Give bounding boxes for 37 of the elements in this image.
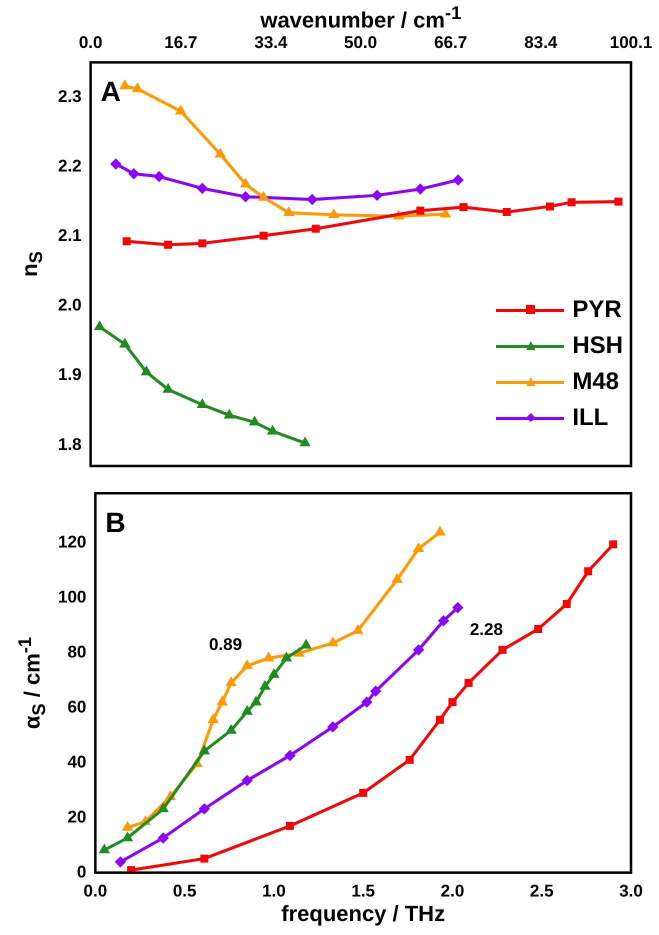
- x2-tick-label: 100.1: [610, 32, 652, 52]
- x2-tick-label: 0.0: [78, 32, 102, 52]
- annotation: A: [100, 76, 121, 108]
- x-tick-label: 1.0: [262, 881, 286, 900]
- annotation: 0.89: [208, 634, 242, 655]
- x2-tick-label: 66.7: [434, 32, 468, 52]
- y-tick-label: 120: [58, 532, 86, 552]
- x-tick-label: 3.0: [619, 881, 643, 900]
- y-tick-label: 0: [76, 862, 86, 882]
- y-tick-label: 20: [67, 807, 86, 826]
- y-tick-label: 2.2: [58, 156, 82, 176]
- x2-axis-title: wavenumber / cm$^{-1}$: [259, 2, 462, 34]
- x2-tick-label: 50.0: [344, 32, 378, 52]
- y-tick-label: 1.9: [58, 365, 82, 384]
- y-tick-label: 60: [67, 697, 86, 716]
- legend-label: M48: [572, 368, 620, 396]
- y-tick-label: 100: [58, 587, 86, 606]
- x-tick-label: 0.5: [172, 881, 196, 900]
- legend-label: PYR: [572, 296, 622, 324]
- x2-tick-label: 16.7: [164, 32, 198, 52]
- x-tick-label: 2.0: [440, 881, 464, 900]
- annotation: 2.28: [470, 620, 503, 640]
- y-tick-label: 2.3: [58, 86, 82, 106]
- x2-tick-label: 83.4: [524, 32, 558, 52]
- x-tick-label: 0.0: [84, 881, 108, 900]
- y-tick-label: 1.8: [58, 434, 82, 454]
- y-tick-label: 40: [67, 752, 86, 772]
- y-tick-label: 80: [67, 642, 86, 662]
- annotation: B: [105, 507, 126, 540]
- legend-label: ILL: [572, 404, 608, 432]
- x-tick-label: 1.5: [351, 881, 375, 900]
- y-tick-label: 2.0: [58, 296, 82, 315]
- legend-label: HSH: [572, 332, 623, 360]
- x2-tick-label: 33.4: [254, 32, 288, 52]
- x-tick-label: 2.5: [530, 881, 554, 900]
- x-axis-title: frequency / THz: [280, 900, 446, 927]
- y-tick-label: 2.1: [58, 226, 82, 246]
